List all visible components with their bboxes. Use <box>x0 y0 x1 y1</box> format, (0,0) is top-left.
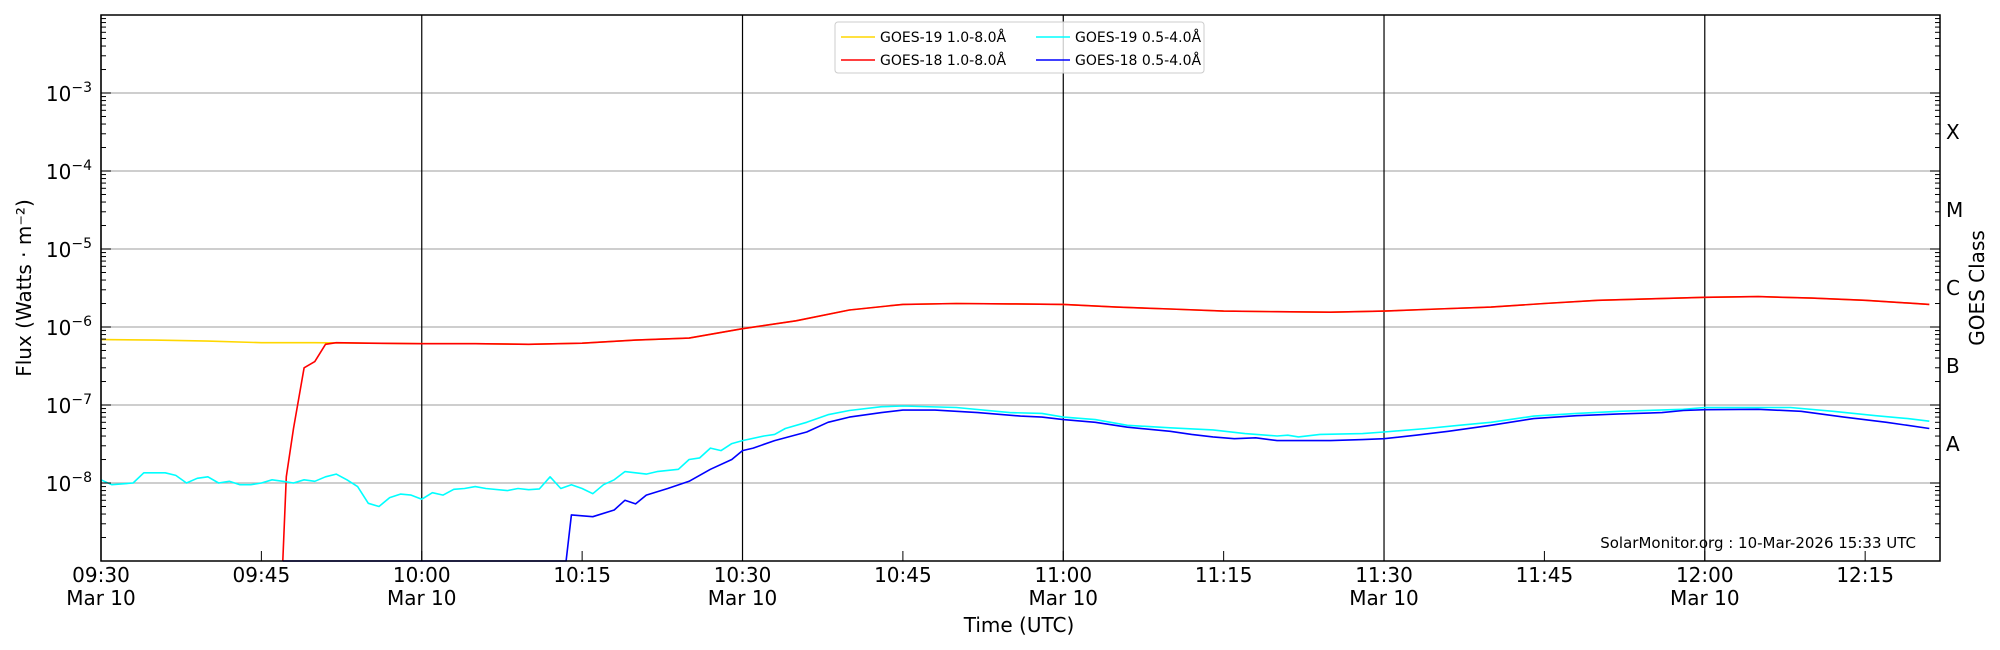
goes-class-label: B <box>1946 354 1960 378</box>
x-tick-label: 12:00 <box>1676 563 1734 587</box>
series-line-goes-18-0-5-4-0- <box>282 408 1930 562</box>
x-axis-label: Time (UTC) <box>963 613 1075 637</box>
y-tick-exponent: −6 <box>71 314 92 330</box>
x-tick-label: 11:15 <box>1195 563 1253 587</box>
y-tick-label: 10−5 <box>46 236 92 262</box>
y-tick-label: 10−6 <box>46 314 92 340</box>
goes-class-label: X <box>1946 120 1960 144</box>
y-axis-label: Flux (Watts · m⁻²) <box>12 199 36 377</box>
x-tick-sublabel: Mar 10 <box>1670 586 1740 610</box>
x-tick-label: 10:45 <box>874 563 932 587</box>
x-tick-label: 11:30 <box>1355 563 1413 587</box>
y-tick-base: 10 <box>46 238 71 262</box>
y-tick-base: 10 <box>46 316 71 340</box>
x-tick-label: 11:00 <box>1034 563 1092 587</box>
x-tick-label: 11:45 <box>1516 563 1574 587</box>
goes-class-label: C <box>1946 276 1960 300</box>
x-tick-sublabel: Mar 10 <box>1028 586 1098 610</box>
legend-label: GOES-19 1.0-8.0Å <box>880 29 1006 46</box>
x-tick-sublabel: Mar 10 <box>66 586 136 610</box>
plot-frame <box>100 14 1941 562</box>
right-axis-label: GOES Class <box>1965 230 1989 346</box>
y-tick-label: 10−7 <box>46 392 92 418</box>
y-tick-exponent: −8 <box>71 470 92 486</box>
y-tick-base: 10 <box>46 472 71 496</box>
y-tick-base: 10 <box>46 82 71 106</box>
y-tick-label: 10−4 <box>46 158 92 184</box>
y-tick-exponent: −7 <box>71 392 92 408</box>
grid <box>100 15 1940 561</box>
goes-class-label: A <box>1946 432 1960 456</box>
x-tick-label: 09:45 <box>233 563 291 587</box>
legend-label: GOES-18 0.5-4.0Å <box>1075 52 1201 69</box>
x-tick-label: 12:15 <box>1836 563 1894 587</box>
x-tick-label: 10:30 <box>714 563 772 587</box>
x-tick-label: 09:30 <box>72 563 130 587</box>
y-tick-base: 10 <box>46 160 71 184</box>
y-tick-exponent: −5 <box>71 236 92 252</box>
series-line-goes-18-1-0-8-0- <box>282 295 1930 562</box>
x-tick-sublabel: Mar 10 <box>1349 586 1419 610</box>
x-tick-sublabel: Mar 10 <box>387 586 457 610</box>
y-tick-exponent: −4 <box>71 158 92 174</box>
legend-box <box>834 21 1205 74</box>
y-tick-label: 10−3 <box>46 80 92 106</box>
series-lines <box>100 295 1930 562</box>
watermark: SolarMonitor.org : 10-Mar-2026 15:33 UTC <box>1600 534 1916 552</box>
y-tick-base: 10 <box>46 394 71 418</box>
y-tick-exponent: −3 <box>71 80 92 96</box>
legend: GOES-19 1.0-8.0Å GOES-18 1.0-8.0Å GOES-19 … <box>834 21 1205 74</box>
x-tick-sublabel: Mar 10 <box>708 586 778 610</box>
series-line-goes-19-0-5-4-0- <box>100 405 1930 508</box>
x-tick-label: 10:15 <box>553 563 611 587</box>
y-tick-label: 10−8 <box>46 470 92 496</box>
legend-label: GOES-19 0.5-4.0Å <box>1075 29 1201 46</box>
legend-label: GOES-18 1.0-8.0Å <box>880 52 1006 69</box>
goes-class-label: M <box>1946 198 1963 222</box>
x-tick-label: 10:00 <box>393 563 451 587</box>
